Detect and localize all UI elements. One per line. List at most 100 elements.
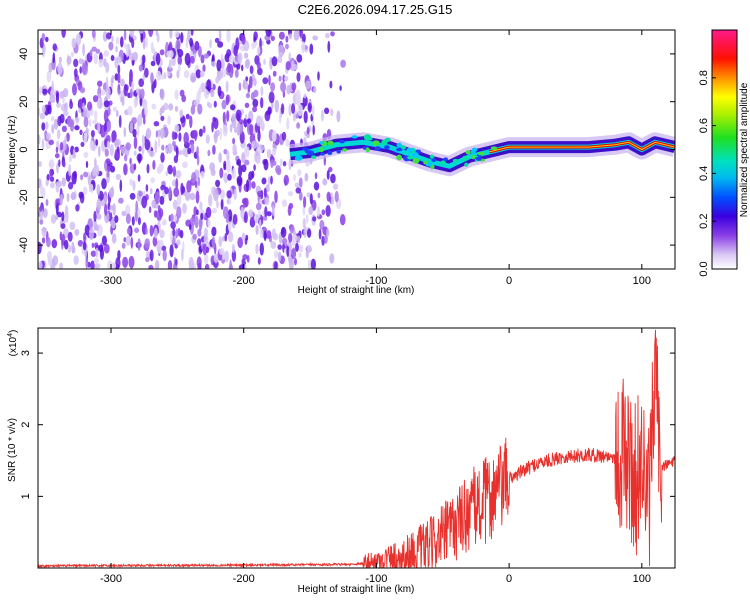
noise-speckle <box>135 88 140 94</box>
noise-speckle <box>224 232 228 242</box>
noise-speckle <box>138 64 143 72</box>
noise-speckle <box>125 213 131 225</box>
noise-speckle <box>62 161 66 168</box>
noise-speckle <box>198 87 202 95</box>
noise-speckle <box>265 30 272 37</box>
noise-speckle <box>223 172 229 184</box>
noise-speckle <box>160 105 165 114</box>
noise-speckle <box>42 48 45 58</box>
noise-speckle <box>123 30 127 41</box>
noise-speckle <box>140 88 145 100</box>
noise-speckle <box>52 52 56 64</box>
noise-speckle <box>159 88 165 101</box>
noise-speckle <box>160 74 165 80</box>
noise-speckle <box>75 33 82 46</box>
noise-speckle <box>330 31 335 37</box>
noise-speckle <box>114 215 119 224</box>
ridge-blob <box>396 142 403 148</box>
noise-speckle <box>64 102 68 112</box>
noise-speckle <box>286 245 290 258</box>
noise-speckle <box>157 136 161 148</box>
noise-speckle <box>54 214 59 221</box>
noise-speckle <box>116 146 120 154</box>
noise-speckle <box>185 113 190 120</box>
noise-speckle <box>117 72 121 84</box>
ridge-blob <box>320 152 325 156</box>
noise-speckle <box>163 72 167 80</box>
noise-speckle <box>285 138 290 147</box>
noise-speckle <box>245 234 249 241</box>
noise-speckle <box>226 30 231 43</box>
noise-speckle <box>84 248 88 258</box>
noise-speckle <box>150 41 154 51</box>
noise-speckle <box>125 46 129 58</box>
ridge-blob <box>381 139 388 146</box>
y-tick-label: 2 <box>20 422 32 428</box>
noise-speckle <box>83 132 88 144</box>
noise-speckle <box>127 105 133 116</box>
noise-speckle <box>211 121 214 133</box>
noise-speckle <box>190 72 196 83</box>
ridge-blob <box>443 157 448 161</box>
noise-speckle <box>180 32 184 44</box>
noise-speckle <box>301 41 306 54</box>
noise-speckle <box>204 253 209 265</box>
ridge-blob <box>351 135 358 139</box>
noise-speckle <box>213 117 219 130</box>
noise-speckle <box>298 191 303 201</box>
noise-speckle <box>246 255 250 263</box>
noise-speckle <box>138 190 143 197</box>
noise-speckle <box>60 223 66 230</box>
noise-speckle <box>152 236 158 247</box>
noise-speckle <box>292 234 298 242</box>
noise-speckle <box>175 39 181 50</box>
noise-speckle <box>288 202 294 210</box>
noise-speckle <box>173 187 180 198</box>
noise-speckle <box>213 188 219 202</box>
noise-speckle <box>268 91 275 104</box>
noise-speckle <box>196 154 200 166</box>
noise-speckle <box>270 175 273 185</box>
noise-speckle <box>190 143 195 154</box>
noise-speckle <box>194 215 199 229</box>
noise-speckle <box>253 77 257 87</box>
noise-speckle <box>155 30 159 36</box>
noise-speckle <box>225 80 229 93</box>
noise-speckle <box>293 174 296 182</box>
noise-speckle <box>38 107 41 116</box>
noise-speckle <box>218 30 222 42</box>
noise-speckle <box>288 246 292 257</box>
noise-speckle <box>103 50 110 57</box>
noise-speckle <box>298 252 302 258</box>
noise-speckle <box>241 152 246 164</box>
noise-speckle <box>277 251 282 262</box>
snr-y-label: SNR (10 * v/v) <box>7 418 18 482</box>
noise-speckle <box>282 161 287 167</box>
noise-speckle <box>45 180 49 187</box>
noise-speckle <box>145 227 148 235</box>
noise-speckle <box>217 41 224 48</box>
noise-speckle <box>151 199 157 209</box>
noise-speckle <box>200 171 205 179</box>
ridge-blob <box>342 148 348 152</box>
noise-speckle <box>278 114 282 124</box>
noise-speckle <box>197 176 201 187</box>
noise-speckle <box>38 134 41 145</box>
noise-speckle <box>179 89 185 97</box>
noise-speckle <box>245 93 250 99</box>
noise-speckle <box>277 55 283 64</box>
noise-speckle <box>326 170 330 180</box>
ridge-blob <box>475 156 482 161</box>
noise-speckle <box>195 190 200 204</box>
noise-speckle <box>232 144 237 153</box>
noise-speckle <box>74 125 80 131</box>
noise-speckle <box>58 159 61 168</box>
noise-speckle <box>152 160 156 170</box>
noise-speckle <box>176 239 181 246</box>
noise-speckle <box>180 116 186 123</box>
noise-speckle <box>197 103 203 115</box>
ridge-blob <box>304 147 309 154</box>
noise-speckle <box>206 79 212 92</box>
noise-speckle <box>53 118 59 130</box>
noise-speckle <box>222 68 227 78</box>
